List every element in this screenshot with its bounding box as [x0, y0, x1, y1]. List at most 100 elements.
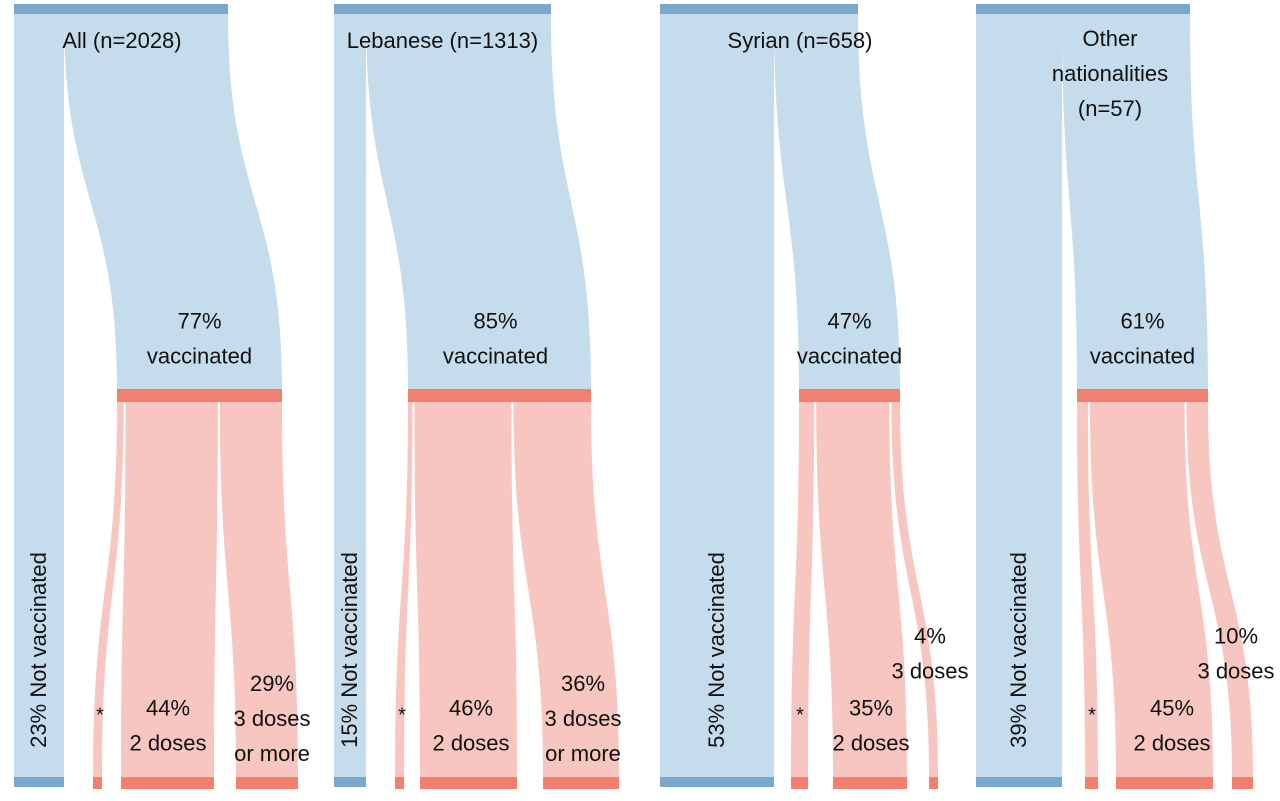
vaccinated-flow [1062, 14, 1208, 389]
dose-flow-1 [1089, 402, 1213, 777]
dose-node-0 [395, 777, 404, 789]
panel-title-line: Other [1082, 26, 1137, 51]
not-vaccinated-label: 23% Not vaccinated [26, 552, 51, 748]
vaccinated-label-line: 47% [827, 308, 871, 333]
dose-label-1: 46% 2 doses [432, 695, 509, 755]
panel-title: Lebanese (n=1313) [347, 28, 538, 53]
vaccinated-flow [774, 14, 900, 389]
dose-label-1-line: 2 doses [129, 730, 206, 755]
panel-3: Other nationalities (n=57) 61% vaccinated 39%… [976, 4, 1275, 789]
vaccinated-label-line: vaccinated [147, 343, 252, 368]
panel-title-line: Lebanese (n=1313) [347, 28, 538, 53]
dose-node-2 [929, 777, 938, 789]
dose-label-2: 29% 3 doses or more [233, 671, 310, 766]
dose-node-1 [420, 777, 517, 789]
vaccinated-flow [366, 14, 591, 389]
not-vaccinated-flow [14, 14, 64, 777]
vaccinated-label-line: vaccinated [797, 343, 902, 368]
dose-flow-2 [219, 402, 298, 777]
vaccinated-label-line: 85% [473, 308, 517, 333]
vaccinated-label: 61% vaccinated [1090, 308, 1195, 368]
vaccinated-label-line: 77% [177, 308, 221, 333]
dose-label-2-line: 10% [1214, 623, 1258, 648]
dose-flow-1 [121, 402, 218, 777]
panel-title-line: (n=57) [1078, 96, 1142, 121]
panel-title-line: nationalities [1052, 61, 1168, 86]
dose-node-0 [791, 777, 808, 789]
dose-node-2 [543, 777, 619, 789]
dose-node-2 [1232, 777, 1253, 789]
dose-label-2-line: 3 doses [891, 658, 968, 683]
dose-label-2: 10% 3 doses [1197, 623, 1274, 683]
dose-flow-0 [791, 402, 815, 777]
not-vaccinated-flow [334, 14, 366, 777]
not-vaccinated-label: 15% Not vaccinated [337, 552, 362, 748]
source-node [14, 4, 228, 14]
dose-label-2-line: 4% [914, 623, 946, 648]
dose-label-1-line: 2 doses [432, 730, 509, 755]
dose-label-2-line: 3 doses [233, 706, 310, 731]
dose-node-1 [121, 777, 214, 789]
dose-flow-2 [513, 402, 619, 777]
panel-2: Syrian (n=658) 47% vaccinated 53% Not vacci… [660, 4, 969, 789]
vaccinated-label: 85% vaccinated [443, 308, 548, 368]
dose-label-0-line: * [1088, 704, 1096, 726]
panel-1: Lebanese (n=1313) 85% vaccinated 15% Not va… [334, 4, 622, 789]
vaccinated-node [408, 389, 591, 402]
dose-flow-0 [93, 402, 124, 777]
dose-flow-1 [816, 402, 907, 777]
dose-node-0 [93, 777, 102, 789]
dose-node-1 [1116, 777, 1213, 789]
dose-label-1-line: 2 doses [832, 730, 909, 755]
vaccinated-label-line: vaccinated [1090, 343, 1195, 368]
dose-flow-2 [1186, 402, 1253, 777]
dose-flow-1 [414, 402, 517, 777]
dose-label-1-line: 45% [1150, 695, 1194, 720]
dose-label-0-line: * [796, 704, 804, 726]
source-node [334, 4, 551, 14]
dose-label-2-line: 3 doses [1197, 658, 1274, 683]
not-vaccinated-node [14, 777, 64, 787]
vaccinated-label: 77% vaccinated [147, 308, 252, 368]
source-node [976, 4, 1190, 14]
vaccinated-label-line: vaccinated [443, 343, 548, 368]
dose-label-1-line: 46% [449, 695, 493, 720]
vaccinated-node [799, 389, 900, 402]
dose-label-2-line: 36% [561, 671, 605, 696]
vaccinated-flow [64, 14, 282, 389]
not-vaccinated-node [976, 777, 1062, 787]
vaccinated-node [117, 389, 282, 402]
dose-flow-0 [395, 402, 413, 777]
dose-label-2-line: or more [234, 741, 310, 766]
dose-label-0: * [796, 704, 804, 726]
dose-label-1-line: 2 doses [1133, 730, 1210, 755]
panel-title: Other nationalities (n=57) [1052, 26, 1168, 121]
not-vaccinated-flow [660, 14, 774, 777]
dose-label-0-line: * [398, 704, 406, 726]
dose-label-1-line: 44% [146, 695, 190, 720]
dose-label-0-line: * [96, 704, 104, 726]
dose-node-2 [236, 777, 298, 789]
dose-label-1-line: 35% [849, 695, 893, 720]
vaccinated-label-line: 61% [1120, 308, 1164, 333]
panel-title: All (n=2028) [62, 28, 181, 53]
dose-label-2: 36% 3 doses or more [544, 671, 621, 766]
not-vaccinated-label: 39% Not vaccinated [1006, 552, 1031, 748]
dose-label-1: 35% 2 doses [832, 695, 909, 755]
dose-label-2-line: 3 doses [544, 706, 621, 731]
dose-label-2-line: or more [545, 741, 621, 766]
vaccinated-node [1077, 389, 1208, 402]
vaccinated-label: 47% vaccinated [797, 308, 902, 368]
dose-label-0: * [398, 704, 406, 726]
source-node [660, 4, 858, 14]
not-vaccinated-flow [976, 14, 1062, 777]
dose-node-1 [833, 777, 907, 789]
dose-label-2-line: 29% [250, 671, 294, 696]
panel-title: Syrian (n=658) [728, 28, 873, 53]
dose-label-0: * [1088, 704, 1096, 726]
dose-label-0: * [96, 704, 104, 726]
dose-label-1: 44% 2 doses [129, 695, 206, 755]
panel-title-line: All (n=2028) [62, 28, 181, 53]
dose-flow-0 [1077, 402, 1098, 777]
